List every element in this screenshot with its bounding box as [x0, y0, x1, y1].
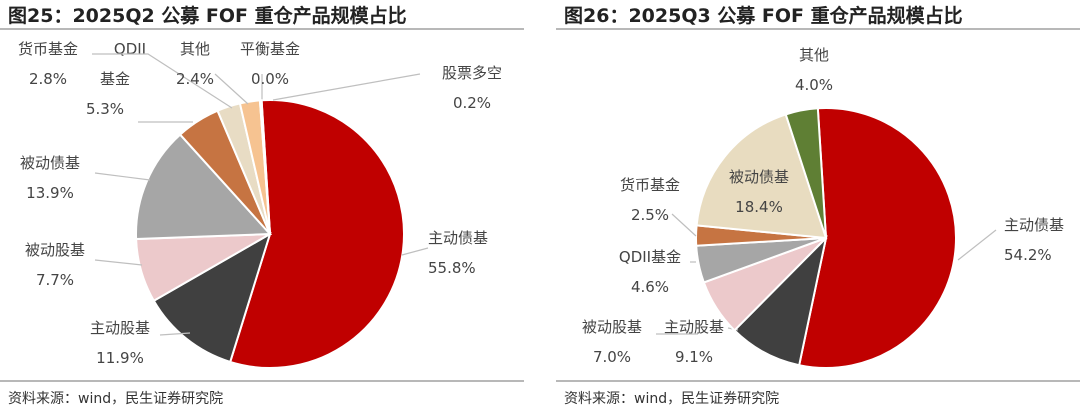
- source-note: 资料来源：wind，民生证券研究院: [564, 391, 780, 407]
- pie-slice-active-bond: [797, 107, 957, 369]
- leader-line-active-bond: [401, 247, 429, 256]
- slice-value-label-passive-equity: 7.0%: [593, 348, 631, 366]
- slice-value-label-qdii: 4.6%: [631, 278, 669, 296]
- slice-value-label-other: 4.0%: [795, 76, 833, 94]
- slice-value-label-passive-bond: 18.4%: [735, 198, 783, 216]
- chart-panel-q2: 图25：2025Q2 公募 FOF 重仓产品规模占比 主动债基 55.8% 主动股基…: [0, 0, 524, 409]
- slice-value-label-passive-bond: 13.9%: [26, 184, 74, 202]
- pie-slice-other: [784, 107, 827, 239]
- slice-name-label-money-market: 货币基金: [620, 176, 680, 194]
- source-note: 资料来源：wind，民生证券研究院: [8, 391, 224, 407]
- slice-value-label-active-bond: 54.2%: [1004, 246, 1052, 264]
- leader-line-active-equity: [159, 332, 191, 336]
- pie-slice-passive-bond: [695, 113, 828, 240]
- slice-name-label-qdii: 基金: [100, 70, 130, 88]
- slice-name-label-active-bond: 主动债基: [428, 229, 488, 247]
- title-rule: [556, 28, 1080, 30]
- chart-title: 图26：2025Q3 公募 FOF 重仓产品规模占比: [564, 5, 963, 27]
- slice-name-label-qdii: QDII: [114, 40, 146, 58]
- slice-name-label-passive-equity: 被动股基: [582, 318, 642, 336]
- slice-name-label-money-market: 货币基金: [18, 40, 78, 58]
- title-rule: [0, 28, 524, 30]
- slice-name-label-passive-equity: 被动股基: [25, 241, 85, 259]
- slice-value-label-long-short: 0.2%: [453, 94, 491, 112]
- slice-value-label-active-equity: 9.1%: [675, 348, 713, 366]
- leader-line-passive-bond: [94, 172, 151, 181]
- pie-chart-q3: 主动债基 54.2% 主动股基 9.1% 被动股基 7.0% QDII基金 4.6% 货币基金 2…: [582, 46, 1064, 369]
- pie-slice-active-bond: [228, 99, 405, 369]
- slice-name-label-qdii: QDII基金: [619, 248, 681, 266]
- leader-line-money-market: [671, 213, 697, 237]
- chart-panel-q3: 图26：2025Q3 公募 FOF 重仓产品规模占比 主动债基 54.2% 主动股基…: [556, 0, 1080, 409]
- source-rule: [556, 380, 1080, 382]
- slice-value-label-money-market: 2.8%: [29, 70, 67, 88]
- leader-line-passive-equity: [94, 259, 143, 266]
- pie-slice-long-short: [258, 99, 271, 235]
- slice-value-label-passive-equity: 7.7%: [36, 271, 74, 289]
- slice-name-label-passive-bond: 被动债基: [20, 154, 80, 172]
- slice-value-label-qdii: 5.3%: [86, 100, 124, 118]
- slice-value-label-balanced: 0.0%: [251, 70, 289, 88]
- slice-name-label-active-equity: 主动股基: [90, 319, 150, 337]
- leader-line-active-bond: [957, 229, 997, 261]
- slice-value-label-other: 2.4%: [176, 70, 214, 88]
- slice-value-label-money-market: 2.5%: [631, 206, 669, 224]
- pie-slice-passive-bond: [135, 133, 273, 241]
- pie-chart-q2: 主动债基 55.8% 主动股基 11.9% 被动股基 7.7% 被动债基 13.9% QDII 基…: [18, 40, 502, 369]
- slice-value-label-active-equity: 11.9%: [96, 349, 144, 367]
- slice-name-label-other: 其他: [799, 46, 829, 64]
- slice-name-label-active-equity: 主动股基: [664, 318, 724, 336]
- slice-name-label-passive-bond: 被动债基: [729, 168, 789, 186]
- slice-name-label-other: 其他: [180, 40, 210, 58]
- leader-line-other: [214, 73, 249, 105]
- pie-slice-active-equity: [152, 231, 272, 364]
- source-rule: [0, 380, 524, 382]
- slice-value-label-active-bond: 55.8%: [428, 259, 476, 277]
- leader-line-money-market: [92, 53, 233, 109]
- chart-title: 图25：2025Q2 公募 FOF 重仓产品规模占比: [8, 5, 407, 27]
- slice-name-label-long-short: 股票多空: [442, 64, 502, 82]
- slice-name-label-balanced: 平衡基金: [240, 40, 300, 58]
- leader-line-long-short: [272, 73, 421, 101]
- slice-name-label-active-bond: 主动债基: [1004, 216, 1064, 234]
